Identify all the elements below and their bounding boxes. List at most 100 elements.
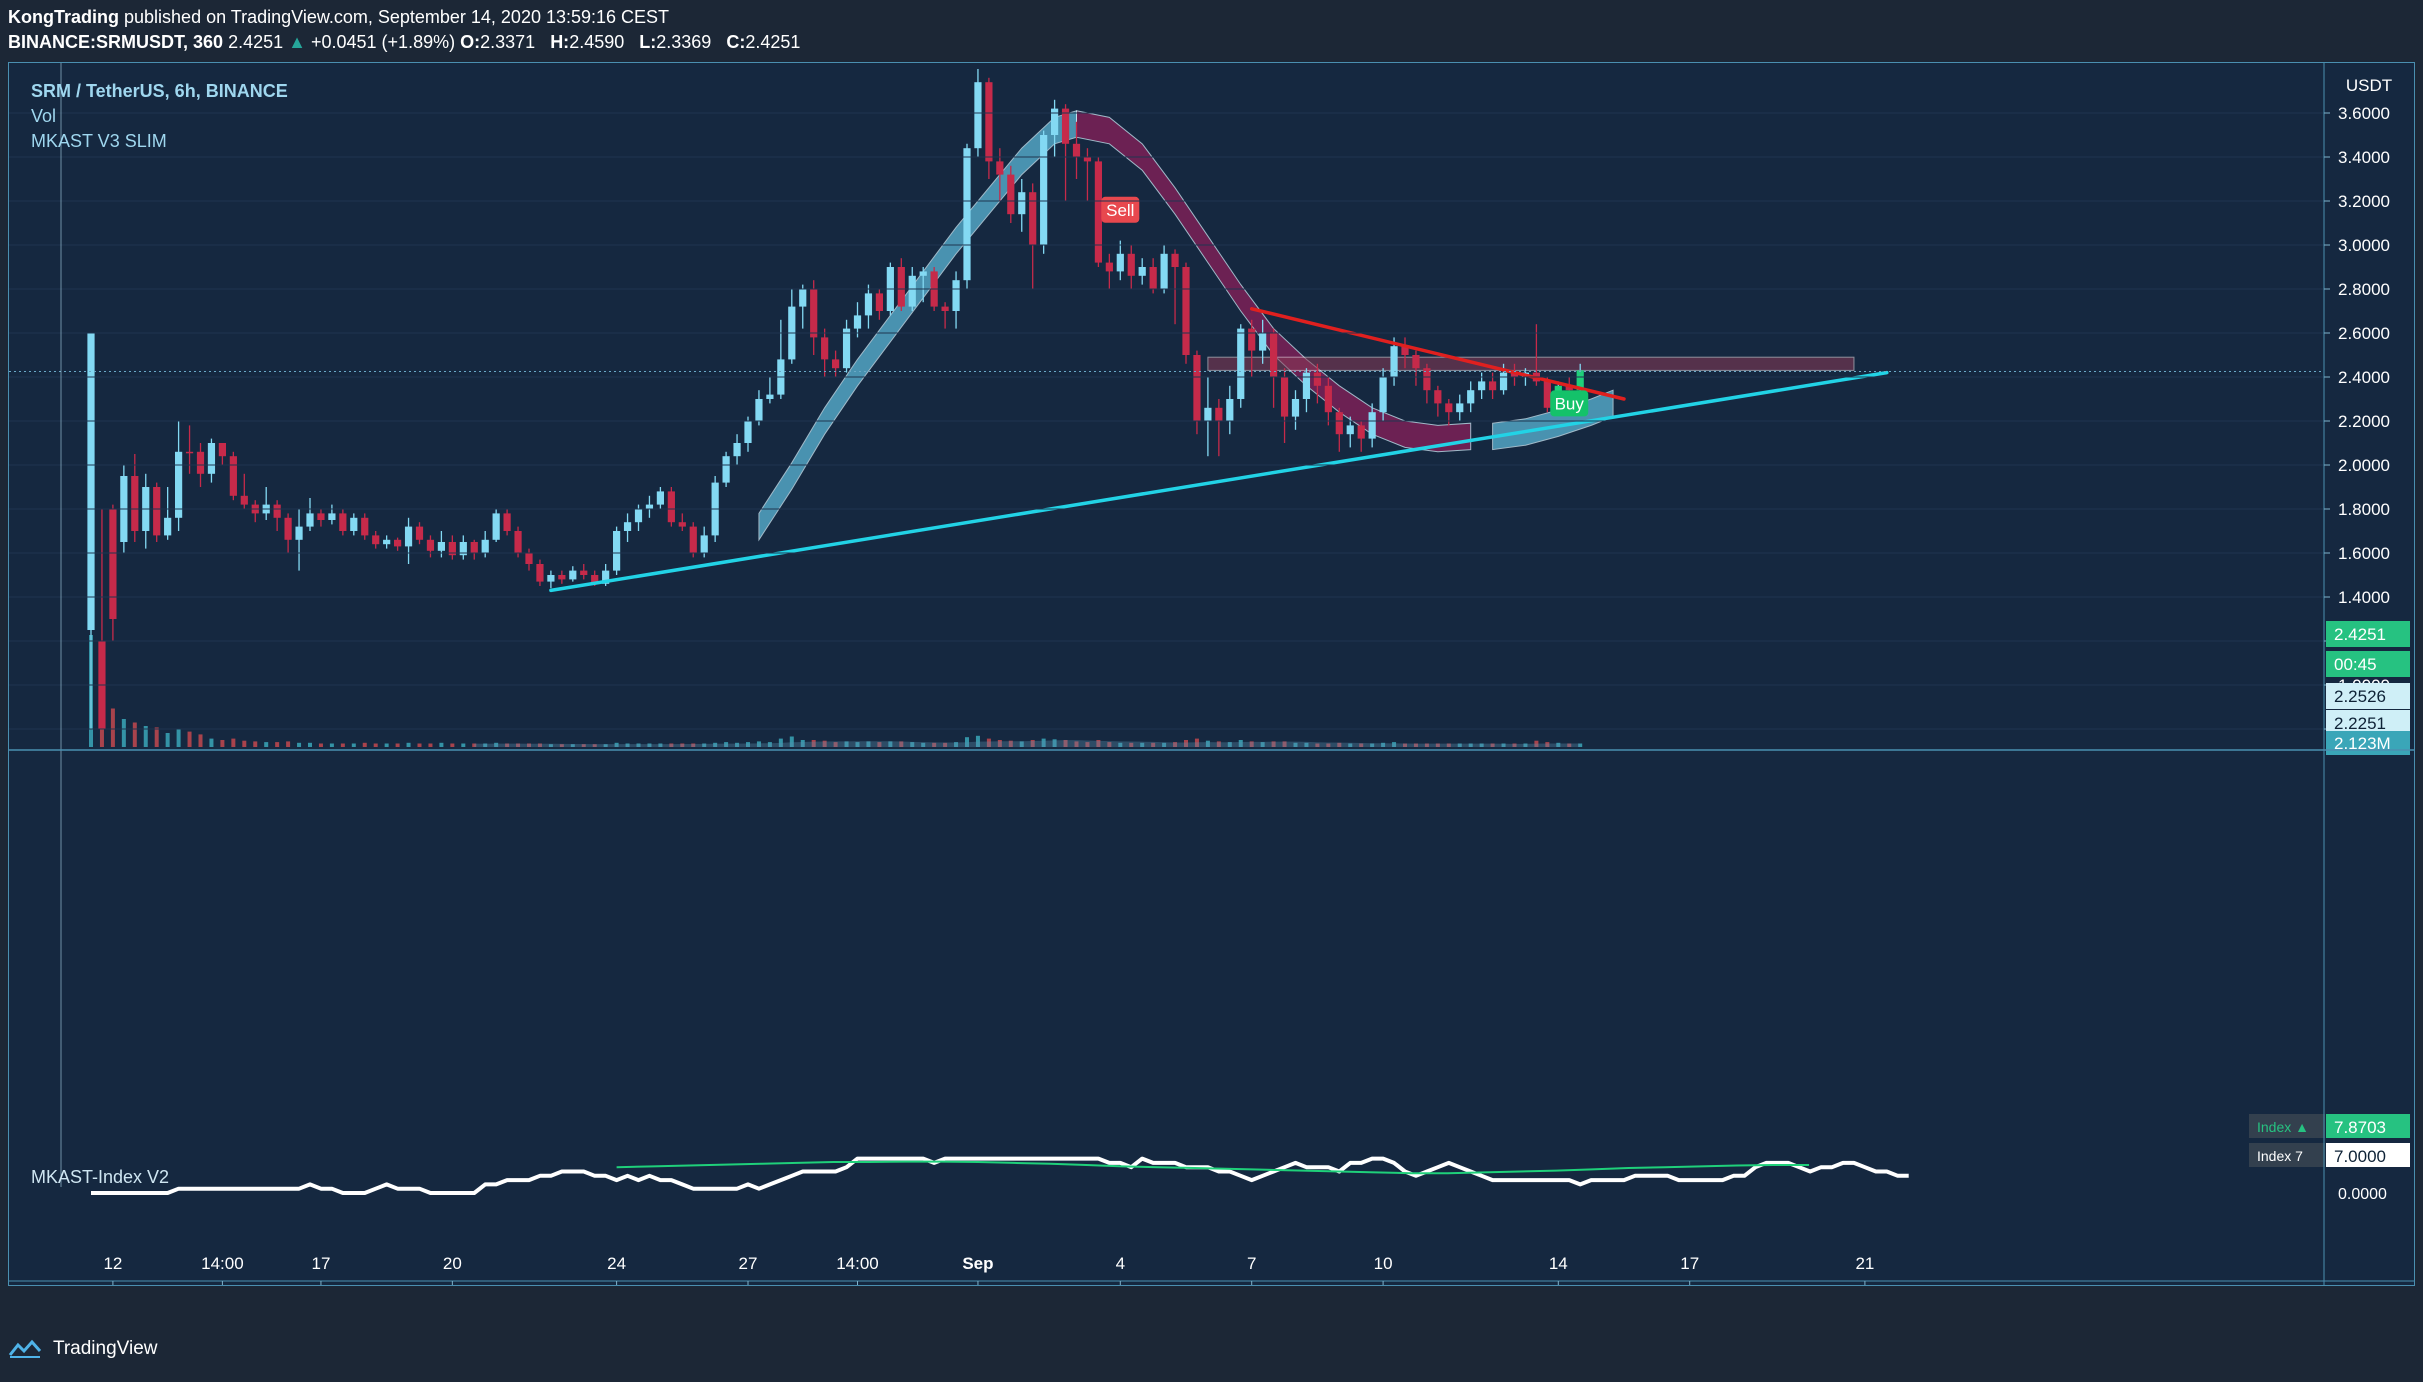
candle-body (853, 315, 862, 329)
candle-body (1007, 174, 1015, 215)
candle-body (985, 82, 993, 162)
price-badge-label: 00:45 (2334, 655, 2377, 674)
candle-body (1543, 381, 1551, 408)
volume-bar (1446, 743, 1451, 747)
candle-body (1029, 192, 1037, 245)
volume-bar (866, 741, 871, 747)
candle-body (350, 517, 358, 531)
candle-body (755, 399, 763, 421)
candle-body (1193, 355, 1201, 421)
publish-info: published on TradingView.com, September … (124, 7, 670, 27)
volume-bar (143, 726, 148, 747)
volume-bar (110, 708, 115, 747)
candle-body (1478, 381, 1486, 391)
candle-body (459, 542, 467, 556)
volume-bar (581, 744, 586, 747)
indicator-value-label: 7.8703 (2334, 1118, 2386, 1137)
resistance-zone-box (1207, 356, 1855, 371)
volume-bar (165, 733, 170, 747)
legend-title: SRM / TetherUS, 6h, BINANCE (31, 81, 288, 101)
price-tick-label: 1.4000 (2338, 588, 2390, 607)
volume-bar (614, 742, 619, 747)
candle-body (514, 531, 522, 553)
volume-bar (1545, 742, 1550, 747)
trendlines[interactable] (549, 307, 1889, 593)
candle-body (1401, 346, 1409, 355)
volume-bar (450, 743, 455, 747)
price-badge-label: 2.4251 (2334, 625, 2386, 644)
price-badge-label: 2.2526 (2334, 687, 2386, 706)
volume-bar (505, 743, 510, 747)
candle-body (547, 575, 555, 582)
volume-bar (1534, 740, 1539, 747)
volume-bar (603, 744, 608, 747)
volume-bar (844, 741, 849, 747)
candle-body (875, 293, 883, 311)
indicator-tag-label: Index 7 (2257, 1148, 2303, 1164)
axes: USDT 3.6000 3.4000 3.2000 3.0000 2.8000 2.6000… (9, 63, 2414, 1285)
candle-body (87, 333, 95, 630)
volume-bar (1151, 742, 1156, 747)
volume-bar (264, 742, 269, 747)
price-tick-label: 3.0000 (2338, 236, 2390, 255)
volume-bar (176, 728, 181, 747)
candle-body (591, 575, 599, 584)
candle-body (832, 359, 840, 369)
volume-bar (527, 743, 531, 747)
volume-bar (1238, 740, 1243, 747)
candle-body (842, 328, 851, 369)
price-tick-label: 2.0000 (2338, 456, 2390, 475)
candle-body (481, 539, 489, 553)
footer-brand[interactable]: TradingView (8, 1338, 158, 1360)
volume-bar (253, 741, 258, 747)
volume-bar (997, 740, 1002, 747)
candle-body (1456, 403, 1464, 413)
time-tick-label: 14:00 (201, 1254, 244, 1273)
volume-bar (1129, 742, 1134, 747)
volume-bar (789, 736, 794, 747)
candle-body (185, 451, 194, 454)
candle-body (470, 542, 478, 553)
close-value: 2.4251 (745, 32, 801, 52)
author-name[interactable]: KongTrading (8, 7, 119, 27)
volume-bar (1260, 742, 1265, 747)
volume-bar (822, 740, 827, 747)
candle-body (317, 513, 325, 520)
candle-body (963, 148, 971, 281)
volume-bar (746, 742, 750, 747)
time-tick-label: 7 (1247, 1254, 1256, 1273)
volume-bar (187, 731, 192, 747)
volume-ma-area (474, 740, 1581, 747)
candle-body (1204, 407, 1212, 421)
volume-bar (1435, 743, 1440, 747)
candle-body (744, 421, 752, 443)
time-tick-label: 4 (1116, 1254, 1125, 1273)
volume-bar (1249, 741, 1254, 747)
time-tick-label: 12 (103, 1254, 122, 1273)
volume-bar (395, 743, 400, 747)
candle-body (536, 564, 544, 582)
volume-bar (1457, 743, 1462, 747)
candle-body (1489, 381, 1497, 391)
indicator-value-label: 7.0000 (2334, 1147, 2386, 1166)
volume-bar (406, 742, 411, 747)
price-badge (2326, 651, 2410, 677)
volume-bar (1140, 742, 1145, 747)
volume-bar (1118, 742, 1123, 747)
candle-body (1171, 253, 1179, 267)
volume-bar (943, 742, 948, 747)
candle-body (404, 526, 413, 547)
candle-body (218, 443, 226, 457)
volume-bar (1381, 742, 1386, 747)
volume-badge (2326, 731, 2410, 755)
volume-bar (932, 742, 937, 747)
candle-body (1499, 372, 1508, 391)
signal-markers: Sell Buy (1101, 196, 1589, 417)
volume-bar (756, 741, 761, 747)
candle-body (1510, 372, 1519, 377)
candle-body (722, 456, 730, 483)
candle-body (1335, 412, 1343, 435)
volume-bar (1173, 742, 1178, 747)
